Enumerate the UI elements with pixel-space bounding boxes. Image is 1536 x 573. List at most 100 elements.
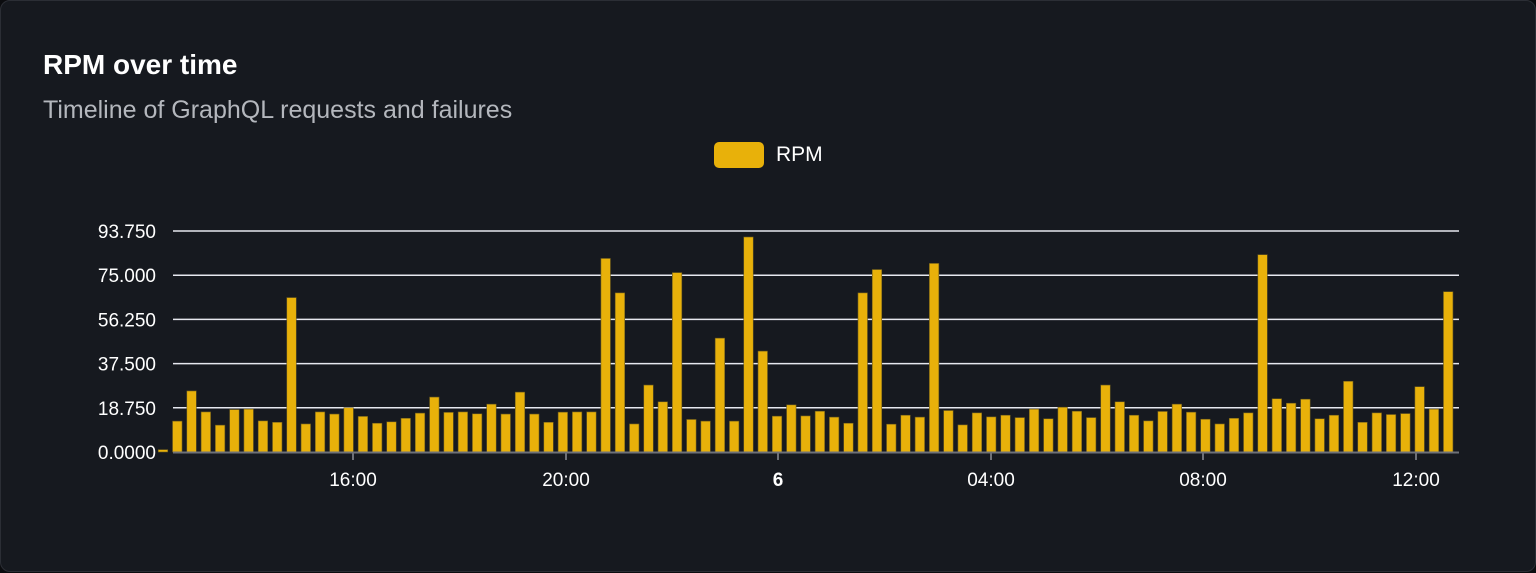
bar[interactable] (1071, 410, 1082, 453)
bar[interactable] (572, 411, 583, 453)
bar[interactable] (414, 412, 426, 453)
bar[interactable] (1243, 412, 1254, 453)
bar[interactable] (700, 420, 711, 453)
bar[interactable] (1014, 417, 1025, 453)
bar[interactable] (672, 272, 683, 453)
bar[interactable] (1428, 408, 1439, 453)
bar[interactable] (400, 417, 411, 453)
bar[interactable] (771, 415, 783, 453)
x-tick-label: 04:00 (967, 470, 1015, 491)
bar[interactable] (929, 263, 940, 453)
bar[interactable] (657, 401, 668, 453)
bar[interactable] (286, 297, 297, 453)
bar[interactable] (172, 420, 183, 453)
bar[interactable] (614, 292, 626, 453)
bar[interactable] (443, 412, 454, 453)
bar[interactable] (1443, 291, 1454, 453)
bar[interactable] (1214, 423, 1225, 453)
bar[interactable] (1343, 380, 1354, 453)
bar[interactable] (1300, 398, 1311, 453)
bar[interactable] (743, 236, 754, 453)
bar[interactable] (1386, 414, 1397, 453)
y-tick-label: 93.750 (98, 222, 156, 243)
bar[interactable] (1114, 401, 1125, 453)
bar[interactable] (1186, 411, 1197, 453)
legend-item-rpm[interactable]: RPM (714, 142, 823, 168)
bar[interactable] (343, 407, 354, 453)
bar[interactable] (457, 411, 468, 453)
bar[interactable] (1314, 418, 1325, 453)
bar[interactable] (200, 411, 211, 453)
bar[interactable] (272, 421, 283, 453)
y-tick-label: 75.000 (98, 266, 156, 287)
bar[interactable] (629, 423, 640, 453)
bar[interactable] (786, 404, 797, 453)
bar[interactable] (1000, 414, 1011, 453)
y-tick-label: 37.500 (98, 355, 156, 376)
bar[interactable] (329, 413, 340, 453)
bar[interactable] (543, 421, 554, 453)
bar[interactable] (386, 421, 397, 453)
bar[interactable] (829, 416, 840, 453)
bar[interactable] (1086, 417, 1097, 453)
bar[interactable] (1157, 411, 1168, 453)
bar[interactable] (1043, 418, 1054, 453)
bar[interactable] (315, 411, 326, 453)
bar[interactable] (814, 410, 825, 453)
bar[interactable] (600, 258, 611, 453)
bar[interactable] (943, 410, 954, 453)
bar[interactable] (300, 423, 311, 453)
bar[interactable] (1257, 254, 1268, 453)
bar[interactable] (215, 424, 226, 453)
bar[interactable] (757, 350, 768, 453)
bar[interactable] (914, 416, 925, 453)
bar[interactable] (1128, 414, 1140, 453)
card-subtitle: Timeline of GraphQL requests and failure… (43, 96, 513, 124)
bar[interactable] (843, 422, 854, 453)
bar[interactable] (557, 411, 568, 453)
bar[interactable] (357, 416, 368, 453)
bar[interactable] (1200, 418, 1211, 453)
bar[interactable] (957, 424, 968, 453)
bar[interactable] (500, 413, 511, 453)
bar[interactable] (1100, 384, 1111, 453)
bar[interactable] (486, 403, 497, 453)
bar[interactable] (157, 449, 169, 453)
bar[interactable] (1171, 403, 1182, 453)
bar[interactable] (714, 337, 725, 453)
bar[interactable] (186, 390, 197, 453)
bar[interactable] (886, 423, 897, 453)
bar[interactable] (729, 420, 740, 453)
bar[interactable] (514, 391, 526, 453)
bar[interactable] (971, 412, 983, 453)
bar[interactable] (1357, 421, 1368, 453)
bar[interactable] (986, 416, 997, 453)
bar[interactable] (1371, 412, 1382, 453)
bar[interactable] (1057, 406, 1068, 453)
y-tick-label: 18.750 (98, 399, 156, 420)
bar[interactable] (1228, 417, 1240, 453)
bar[interactable] (1286, 402, 1297, 453)
bar[interactable] (1143, 420, 1154, 453)
bar[interactable] (257, 420, 269, 453)
x-tick-label: 16:00 (329, 470, 377, 491)
bar[interactable] (900, 414, 911, 453)
bar[interactable] (686, 419, 697, 453)
bar[interactable] (643, 384, 654, 453)
bar[interactable] (229, 409, 240, 453)
bar[interactable] (800, 415, 811, 453)
bar[interactable] (1029, 408, 1040, 453)
bar[interactable] (1414, 386, 1425, 453)
bar[interactable] (1271, 398, 1282, 453)
bar[interactable] (586, 411, 597, 453)
bar[interactable] (529, 413, 540, 453)
bar[interactable] (1328, 414, 1340, 453)
bar[interactable] (1400, 413, 1411, 453)
bar[interactable] (871, 269, 883, 453)
bar[interactable] (857, 292, 868, 453)
bar[interactable] (243, 408, 254, 453)
bar[interactable] (372, 422, 383, 453)
bar[interactable] (472, 413, 483, 453)
bar[interactable] (429, 396, 440, 453)
